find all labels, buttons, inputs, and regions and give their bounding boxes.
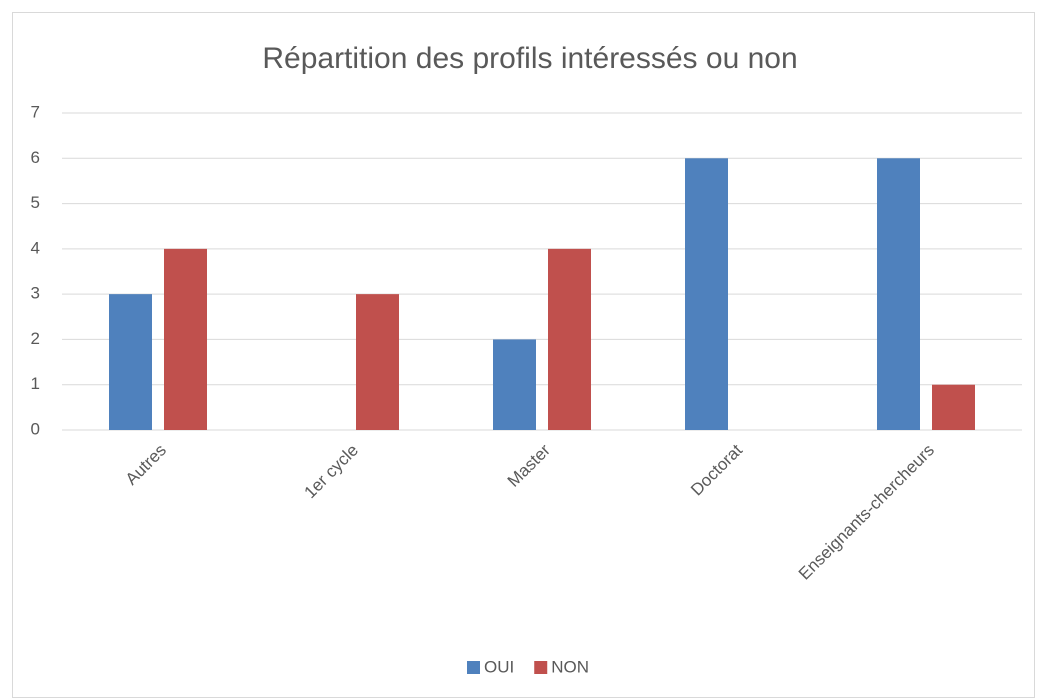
y-tick-label: 4: [31, 238, 40, 257]
bar: [932, 384, 975, 430]
y-tick-label: 1: [31, 374, 40, 393]
bar: [877, 158, 920, 431]
y-tick-label: 7: [31, 102, 40, 121]
legend-label: NON: [551, 657, 589, 676]
legend-swatch: [534, 661, 548, 674]
bar: [109, 294, 152, 430]
chart-title: Répartition des profils intéressés ou no…: [262, 42, 797, 75]
y-tick-label: 2: [31, 329, 40, 348]
bar: [548, 248, 591, 430]
bar: [685, 158, 728, 431]
y-tick-label: 3: [31, 284, 40, 303]
bar: [356, 294, 399, 430]
legend-swatch: [467, 661, 480, 674]
y-tick-label: 5: [31, 193, 40, 212]
bar: [493, 339, 536, 430]
legend-label: OUI: [484, 657, 514, 676]
y-tick-label: 0: [31, 419, 40, 438]
y-tick-label: 6: [31, 148, 40, 167]
bar: [164, 248, 207, 430]
